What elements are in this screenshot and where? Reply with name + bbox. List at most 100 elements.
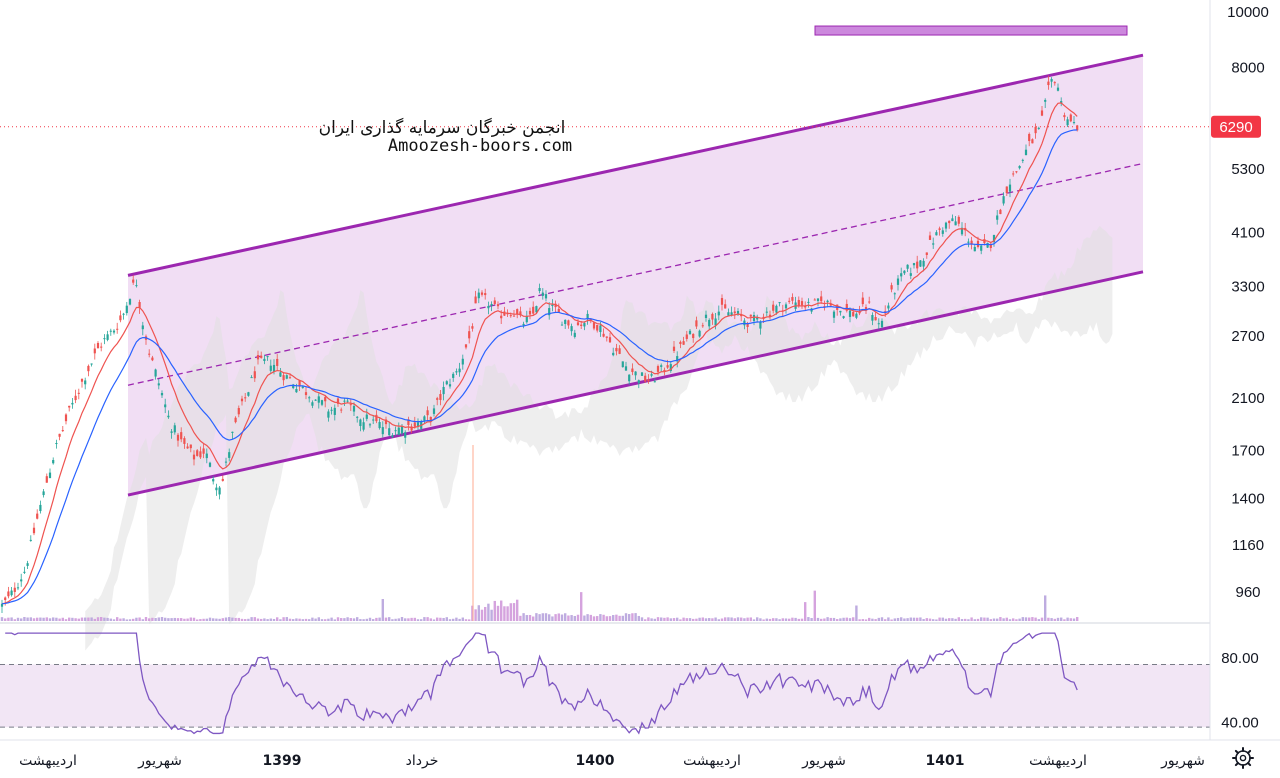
volume-bar — [826, 617, 829, 621]
volume-bar — [26, 617, 29, 621]
candle — [202, 443, 205, 459]
candle — [285, 374, 288, 380]
candle — [765, 307, 768, 317]
candle-body — [989, 243, 992, 249]
candle — [64, 413, 68, 425]
candle-body — [615, 347, 618, 352]
candle-body — [423, 416, 426, 421]
candle-body — [218, 487, 221, 495]
candle — [768, 310, 772, 320]
candle-body — [688, 330, 692, 334]
volume-bar — [1050, 618, 1053, 621]
volume-bar — [410, 617, 413, 621]
candle — [16, 582, 20, 591]
candle-body — [893, 293, 896, 295]
candle-body — [32, 527, 36, 534]
candle — [816, 298, 820, 307]
candle-body — [1002, 196, 1005, 204]
candle-body — [717, 311, 720, 316]
volume-bar — [736, 617, 740, 621]
volume-bar — [906, 618, 909, 621]
candle — [887, 302, 890, 311]
candle-body — [784, 304, 788, 309]
candle-body — [525, 316, 528, 323]
candle-body — [1050, 79, 1053, 82]
volume-bar — [727, 617, 730, 621]
volume-bar — [1069, 618, 1072, 621]
candle — [13, 582, 16, 598]
price-tick-label: 1160 — [1232, 537, 1264, 554]
volume-bar — [292, 619, 295, 621]
candle-body — [512, 315, 516, 317]
channel-mid-line — [127, 162, 1144, 386]
candle — [612, 347, 615, 357]
candle — [941, 227, 944, 237]
volume-bar — [157, 617, 160, 621]
time-axis[interactable]: اردیبهشت شهریور 1399 خرداد 1400 اردیبهشت شهریو… — [19, 753, 1205, 769]
candle — [199, 446, 202, 459]
time-tick-label: خرداد — [406, 753, 439, 769]
candle-body — [29, 539, 32, 541]
candle — [455, 368, 458, 376]
volume-bar — [90, 617, 93, 621]
candle-body — [183, 438, 186, 444]
candle — [938, 226, 941, 236]
volume-bar — [32, 618, 36, 621]
candle-body — [493, 300, 496, 304]
candle — [106, 330, 109, 342]
candle — [138, 299, 141, 314]
candle — [397, 422, 400, 436]
candle — [1050, 77, 1053, 88]
volume-bar — [304, 618, 308, 621]
volume-bar — [404, 618, 407, 621]
last-price-label: 6290 — [1211, 115, 1261, 138]
volume-bar — [644, 619, 647, 621]
candle-body — [480, 292, 484, 295]
price-axis[interactable]: 960 1160 1400 1700 2100 2700 3300 4100 5300 8000 1… — [1227, 4, 1269, 601]
candle — [493, 297, 496, 305]
last-price-badge — [1211, 115, 1261, 138]
candle-body — [509, 315, 512, 317]
candle — [695, 316, 698, 329]
candle-body — [852, 312, 855, 317]
candle — [890, 282, 893, 293]
candle — [368, 423, 372, 428]
candle — [628, 374, 631, 385]
candle-body — [208, 462, 212, 467]
candle-body — [679, 341, 682, 345]
candle — [388, 422, 391, 437]
volume-bar — [624, 613, 628, 621]
candle-body — [400, 426, 404, 434]
volume-bar — [420, 619, 423, 621]
candle — [621, 361, 624, 368]
volume-bar — [1047, 617, 1050, 621]
volume-bar — [554, 614, 557, 621]
volume-bar — [1053, 618, 1056, 621]
candle — [1044, 98, 1047, 109]
volume-bar — [1021, 617, 1024, 621]
candle — [381, 421, 384, 438]
candle — [282, 372, 285, 386]
volume-bar — [196, 619, 199, 621]
candle — [87, 364, 90, 377]
candle — [682, 336, 685, 345]
candle — [896, 275, 900, 291]
candle-body — [77, 392, 80, 394]
price-tick-label: 1400 — [1231, 491, 1264, 508]
candle — [148, 349, 151, 358]
rsi-axis[interactable]: 80.00 40.00 — [1221, 650, 1259, 731]
candle — [372, 414, 375, 425]
candle-body — [960, 227, 964, 235]
candle-body — [205, 453, 208, 459]
gear-icon[interactable] — [1232, 747, 1254, 769]
candle — [461, 354, 464, 370]
candle-body — [586, 313, 589, 319]
volume-bar — [0, 617, 4, 621]
candle-body — [154, 369, 157, 377]
candle — [109, 328, 112, 336]
price-tick-label: 1700 — [1231, 442, 1264, 459]
volume-bar — [77, 618, 80, 621]
candle-body — [778, 302, 781, 304]
candle — [669, 361, 672, 373]
